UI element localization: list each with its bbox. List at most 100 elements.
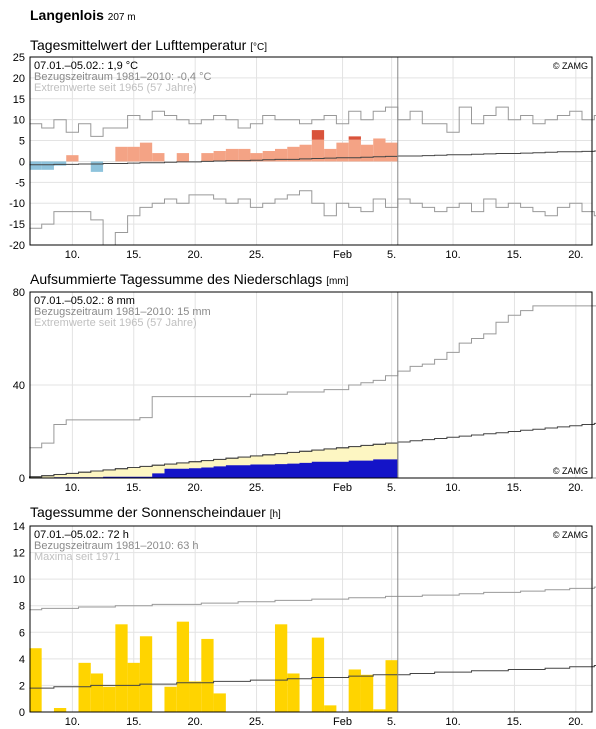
precipitation-copyright: © ZAMG bbox=[553, 466, 588, 476]
sunshine-ytick-label: 8 bbox=[19, 601, 25, 613]
precipitation-xtick-label: 5. bbox=[387, 482, 396, 494]
temperature-bar bbox=[360, 144, 374, 162]
temperature-bar bbox=[385, 142, 398, 162]
sunshine-unit: [h] bbox=[269, 509, 281, 520]
temperature-info-reference: Bezugszeitraum 1981–2010: -0,4 °C bbox=[34, 71, 212, 83]
sunshine-bar bbox=[115, 624, 128, 712]
precipitation-xtick-label: 10. bbox=[445, 482, 460, 494]
precipitation-ytick-label: 80 bbox=[13, 287, 25, 299]
temperature-bar bbox=[213, 151, 226, 162]
station-name-text: Langenlois bbox=[30, 7, 104, 23]
temperature-ytick-label: 5 bbox=[19, 136, 25, 148]
precipitation-info-observed: 07.01.–05.02.: 8 mm bbox=[34, 295, 135, 307]
sunshine-ytick-label: 2 bbox=[19, 680, 25, 692]
sunshine-bar bbox=[213, 693, 226, 712]
temperature-copyright: © ZAMG bbox=[553, 61, 588, 71]
temperature-bar-extreme bbox=[311, 130, 325, 140]
sunshine-bar bbox=[29, 648, 42, 712]
temperature-bar bbox=[250, 153, 263, 162]
temperature-ytick-label: -20 bbox=[9, 240, 25, 252]
temperature-bar bbox=[348, 139, 361, 162]
temperature-plot-frame bbox=[29, 56, 593, 246]
precipitation-info-reference: Bezugszeitraum 1981–2010: 15 mm bbox=[34, 306, 211, 318]
temperature-xtick-label: 20. bbox=[188, 249, 203, 261]
temperature-ytick-label: 15 bbox=[13, 94, 25, 106]
temperature-bar bbox=[201, 153, 214, 162]
sunshine-info-reference: Bezugszeitraum 1981–2010: 63 h bbox=[34, 540, 199, 552]
temperature-xtick-label: 20. bbox=[568, 249, 583, 261]
sunshine-ytick-label: 4 bbox=[19, 654, 25, 666]
sunshine-info-extremes: Maxima seit 1971 bbox=[34, 551, 120, 563]
sunshine-bar bbox=[311, 637, 325, 712]
temperature-bar bbox=[176, 153, 190, 162]
sunshine-bar bbox=[189, 681, 202, 712]
temperature-bar bbox=[53, 161, 67, 166]
sunshine-bar bbox=[90, 673, 104, 712]
sunshine-ytick-label: 12 bbox=[13, 548, 25, 560]
sunshine-ytick-label: 6 bbox=[19, 627, 25, 639]
temperature-bar bbox=[262, 151, 275, 162]
sunshine-chart-title: Tagessumme der Sonnenscheindauer [h] bbox=[30, 504, 281, 520]
precipitation-xtick-label: 20. bbox=[188, 482, 203, 494]
temperature-bar bbox=[287, 146, 300, 162]
sunshine-xtick-label: Feb bbox=[333, 716, 352, 728]
temperature-bar bbox=[41, 161, 54, 170]
temperature-xtick-label: 10. bbox=[65, 249, 80, 261]
temperature-title-text: Tagesmittelwert der Lufttemperatur bbox=[30, 37, 247, 53]
temperature-unit: [°C] bbox=[250, 42, 267, 53]
temperature-min-line bbox=[29, 190, 596, 246]
station-name: Langenlois 207 m bbox=[30, 7, 136, 23]
temperature-bar bbox=[324, 148, 337, 162]
station-altitude: 207 m bbox=[107, 12, 136, 23]
sunshine-plot-frame bbox=[29, 525, 593, 713]
sunshine-bar bbox=[53, 708, 67, 712]
sunshine-bar bbox=[287, 673, 300, 712]
temperature-normal-line bbox=[29, 150, 596, 166]
sunshine-bar bbox=[139, 636, 153, 712]
temperature-bar bbox=[299, 144, 312, 162]
precipitation-xtick-label: 15. bbox=[507, 482, 522, 494]
temperature-bar bbox=[127, 146, 140, 162]
sunshine-xtick-label: 20. bbox=[568, 716, 583, 728]
temperature-bar bbox=[90, 161, 104, 172]
temperature-bar bbox=[274, 148, 288, 162]
sunshine-bar bbox=[373, 709, 386, 712]
sunshine-xtick-label: 20. bbox=[188, 716, 203, 728]
temperature-chart: -20 -15 -10 -5 0 5 10 15 20 25 10. 15. 20. 25. Feb 5. 10… bbox=[9, 52, 596, 261]
sunshine-ytick-label: 14 bbox=[13, 521, 25, 533]
precipitation-normal-line bbox=[29, 422, 596, 478]
sunshine-bar bbox=[103, 686, 116, 712]
temperature-xtick-label: 25. bbox=[249, 249, 264, 261]
sunshine-bar bbox=[348, 669, 361, 712]
sunshine-xtick-label: 15. bbox=[507, 716, 522, 728]
sunshine-bar bbox=[360, 674, 374, 712]
temperature-xtick-label: Feb bbox=[333, 249, 352, 261]
temperature-info-extremes: Extremwerte seit 1965 (57 Jahre) bbox=[34, 82, 197, 94]
precipitation-chart-title: Aufsummierte Tagessumme des Niederschlag… bbox=[30, 271, 348, 287]
precipitation-ytick-label: 40 bbox=[13, 380, 25, 392]
temperature-ytick-label: -15 bbox=[9, 219, 25, 231]
sunshine-xtick-label: 5. bbox=[387, 716, 396, 728]
precipitation-xtick-label: 25. bbox=[249, 482, 264, 494]
temperature-chart-title: Tagesmittelwert der Lufttemperatur [°C] bbox=[30, 37, 267, 53]
precipitation-xtick-label: 20. bbox=[568, 482, 583, 494]
sunshine-ytick-label: 0 bbox=[19, 707, 25, 719]
precipitation-chart: 0 40 80 10. 15. 20. 25. Feb 5. 10. 15. 20. 07.01.–05… bbox=[13, 287, 596, 494]
temperature-bar bbox=[66, 155, 79, 162]
precipitation-xtick-label: Feb bbox=[333, 482, 352, 494]
temperature-info-observed: 07.01.–05.02.: 1,9 °C bbox=[34, 60, 138, 72]
sunshine-bar bbox=[78, 662, 91, 712]
temperature-ytick-label: 10 bbox=[13, 115, 25, 127]
sunshine-normal-line bbox=[29, 665, 596, 689]
temperature-ytick-label: 20 bbox=[13, 73, 25, 85]
temperature-bar bbox=[152, 153, 165, 162]
temperature-bar bbox=[139, 142, 153, 162]
temperature-ytick-label: 0 bbox=[19, 156, 25, 168]
precipitation-unit: [mm] bbox=[326, 276, 349, 287]
sunshine-bar bbox=[385, 660, 398, 712]
precipitation-max-line bbox=[29, 305, 596, 449]
precipitation-xtick-label: 15. bbox=[126, 482, 141, 494]
temperature-bar bbox=[29, 161, 42, 170]
precipitation-info-extremes: Extremwerte seit 1965 (57 Jahre) bbox=[34, 317, 197, 329]
